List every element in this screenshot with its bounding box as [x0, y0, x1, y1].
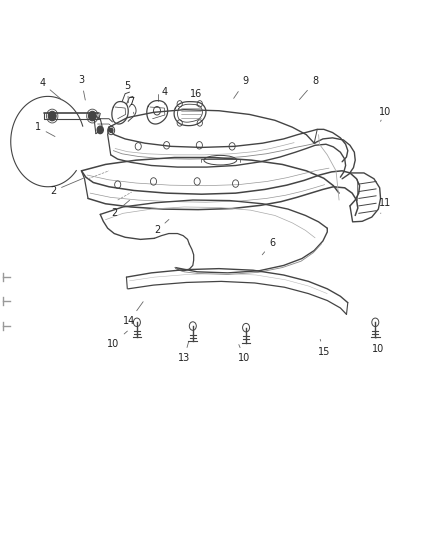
Text: 1: 1	[35, 122, 55, 136]
Text: 2: 2	[111, 200, 130, 219]
Text: 6: 6	[262, 238, 276, 255]
Text: 3: 3	[78, 76, 85, 100]
Circle shape	[88, 111, 96, 121]
Text: 10: 10	[372, 338, 385, 354]
Text: 15: 15	[318, 340, 330, 357]
Text: 13: 13	[178, 342, 190, 363]
Circle shape	[110, 128, 113, 133]
Text: 4: 4	[161, 87, 167, 104]
Text: 4: 4	[39, 78, 62, 100]
Text: 8: 8	[300, 77, 318, 100]
Text: 14: 14	[124, 302, 143, 326]
Text: 10: 10	[379, 107, 391, 122]
Circle shape	[48, 111, 56, 121]
Text: 10: 10	[238, 344, 251, 363]
Text: 2: 2	[154, 220, 169, 236]
Circle shape	[97, 126, 103, 134]
Text: 10: 10	[107, 331, 127, 349]
Text: 2: 2	[50, 178, 83, 196]
Text: 11: 11	[379, 198, 391, 213]
Text: 16: 16	[190, 88, 202, 106]
Text: 5: 5	[124, 81, 131, 103]
Text: 9: 9	[233, 77, 248, 99]
Text: 7: 7	[128, 96, 135, 114]
